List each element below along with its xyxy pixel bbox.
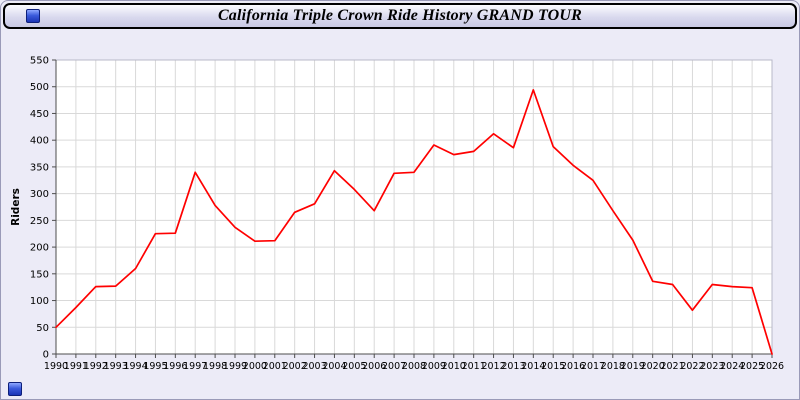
svg-text:550: 550: [30, 56, 49, 67]
svg-text:1998: 1998: [203, 361, 227, 372]
svg-text:2003: 2003: [302, 361, 326, 372]
svg-text:50: 50: [36, 323, 49, 334]
svg-text:2020: 2020: [641, 361, 665, 372]
svg-text:2007: 2007: [382, 361, 406, 372]
svg-text:2026: 2026: [760, 361, 784, 372]
svg-text:2010: 2010: [442, 361, 466, 372]
svg-text:2025: 2025: [740, 361, 764, 372]
svg-text:2023: 2023: [700, 361, 724, 372]
svg-text:1992: 1992: [84, 361, 108, 372]
svg-text:150: 150: [30, 269, 49, 280]
svg-text:1995: 1995: [143, 361, 167, 372]
svg-text:2000: 2000: [243, 361, 267, 372]
svg-text:500: 500: [30, 82, 49, 93]
svg-text:Riders: Riders: [10, 188, 22, 226]
svg-text:450: 450: [30, 109, 49, 120]
svg-text:1999: 1999: [223, 361, 247, 372]
svg-text:2008: 2008: [402, 361, 426, 372]
svg-text:1990: 1990: [44, 361, 68, 372]
svg-text:400: 400: [30, 136, 49, 147]
ride-history-chart: 0501001502002503003504004505005501990199…: [10, 56, 784, 373]
app-button-bottom-icon[interactable]: [8, 382, 22, 396]
svg-text:2024: 2024: [720, 361, 744, 372]
svg-text:2002: 2002: [283, 361, 307, 372]
svg-text:2016: 2016: [561, 361, 585, 372]
app-button-icon[interactable]: [26, 9, 40, 23]
svg-text:2017: 2017: [581, 361, 605, 372]
svg-text:2005: 2005: [342, 361, 366, 372]
svg-text:2022: 2022: [680, 361, 704, 372]
svg-text:2004: 2004: [322, 361, 346, 372]
svg-text:2021: 2021: [660, 361, 684, 372]
svg-text:0: 0: [43, 350, 49, 361]
svg-text:1994: 1994: [123, 361, 147, 372]
svg-text:2014: 2014: [521, 361, 545, 372]
svg-text:200: 200: [30, 243, 49, 254]
svg-text:2011: 2011: [462, 361, 486, 372]
svg-text:2012: 2012: [481, 361, 505, 372]
svg-text:2015: 2015: [541, 361, 565, 372]
svg-text:2009: 2009: [422, 361, 446, 372]
title-bar: California Triple Crown Ride History GRA…: [3, 3, 797, 29]
chart-area: 0 50 100 150 200 250 300 350 400 450 500 550 1990 199…: [6, 46, 794, 382]
svg-text:2018: 2018: [601, 361, 625, 372]
svg-text:2006: 2006: [362, 361, 386, 372]
svg-text:100: 100: [30, 296, 49, 307]
svg-text:300: 300: [30, 189, 49, 200]
svg-text:1997: 1997: [183, 361, 207, 372]
svg-text:1991: 1991: [64, 361, 88, 372]
svg-text:2001: 2001: [263, 361, 287, 372]
svg-text:1996: 1996: [163, 361, 187, 372]
svg-text:250: 250: [30, 216, 49, 227]
svg-text:2019: 2019: [621, 361, 645, 372]
svg-text:1993: 1993: [104, 361, 128, 372]
svg-text:2013: 2013: [501, 361, 525, 372]
svg-text:350: 350: [30, 162, 49, 173]
page-title: California Triple Crown Ride History GRA…: [217, 7, 583, 24]
